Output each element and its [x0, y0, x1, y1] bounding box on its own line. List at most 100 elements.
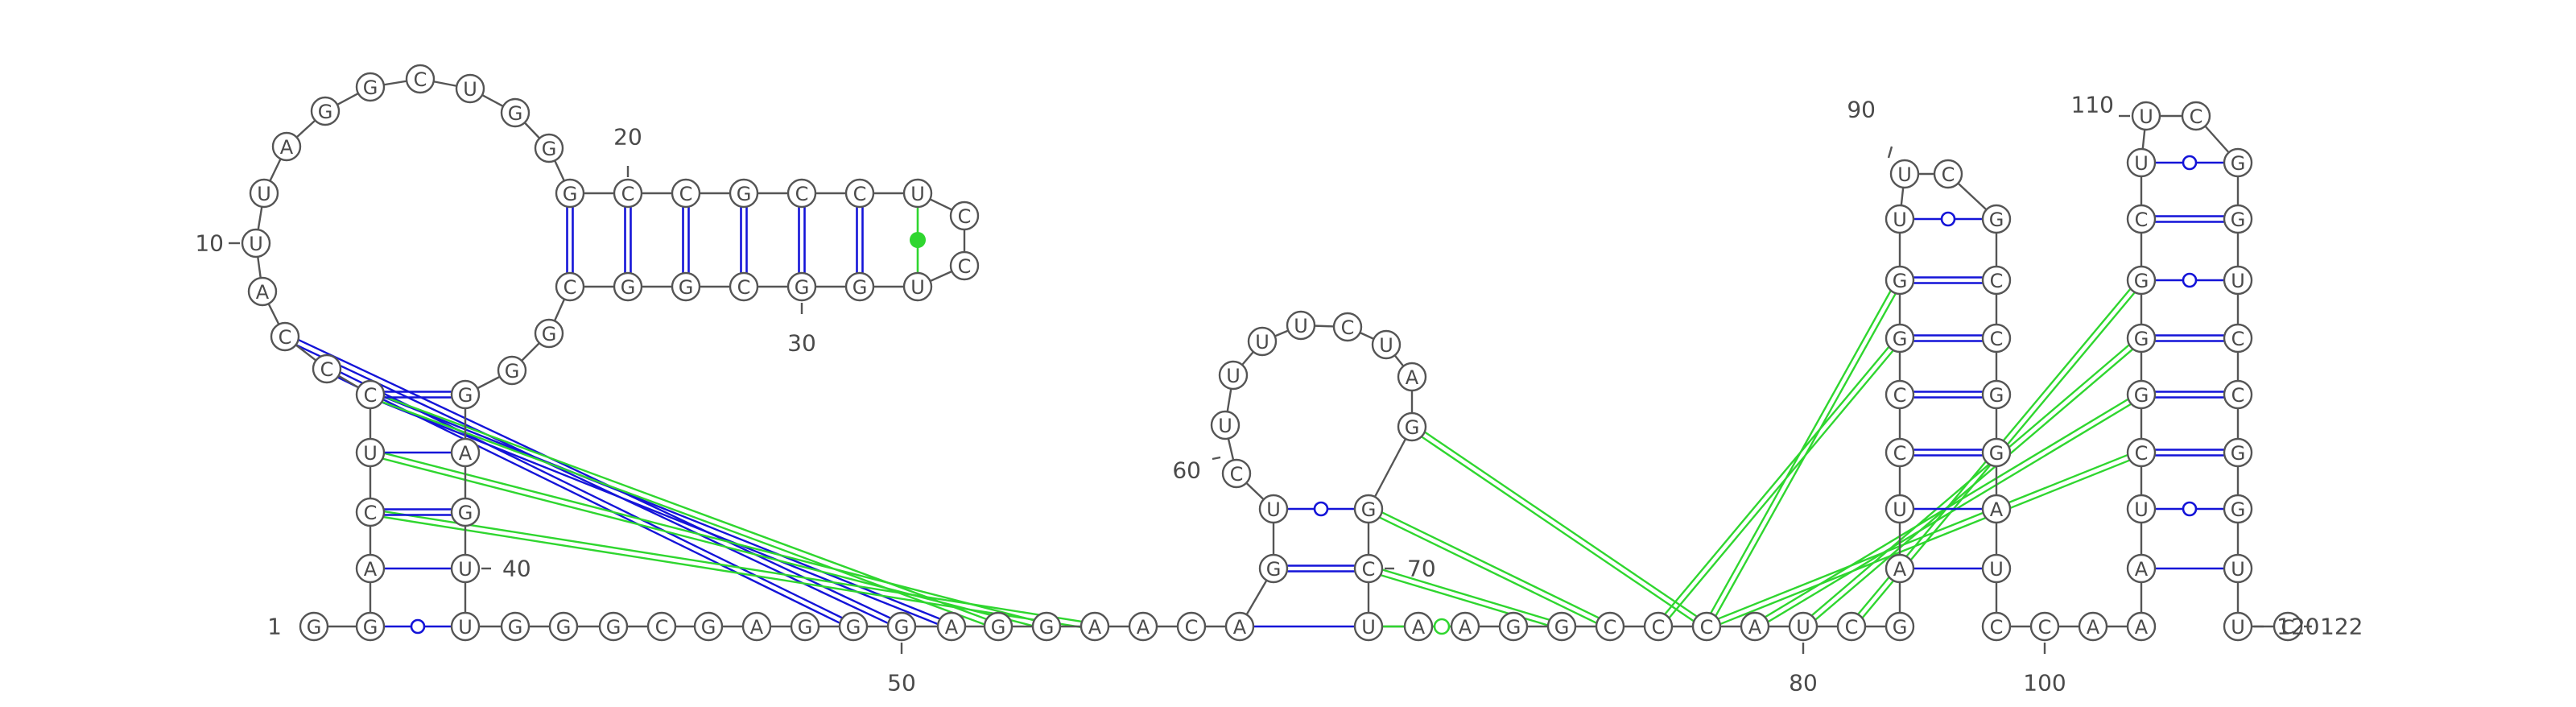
nucleotide: G: [1981, 379, 2012, 410]
nucleotide: G: [2126, 265, 2157, 296]
gu-wobble-marker: [1313, 501, 1329, 517]
nucleotide: G: [1031, 611, 1062, 642]
svg-text:C: C: [2038, 616, 2052, 639]
nucleotide: C: [1933, 159, 1963, 189]
svg-text:G: G: [508, 102, 523, 125]
nucleotide: A: [450, 437, 481, 468]
svg-text:A: A: [1459, 616, 1472, 639]
svg-text:G: G: [1361, 498, 1377, 521]
noncanonical-marker: [910, 232, 926, 248]
nucleotide: U: [1286, 310, 1316, 341]
svg-text:C: C: [279, 326, 292, 349]
svg-text:C: C: [320, 358, 334, 381]
number-label: 100: [2023, 670, 2066, 697]
nucleotide: A: [271, 131, 302, 162]
svg-text:C: C: [958, 255, 972, 278]
number-label: 122: [2320, 614, 2363, 640]
svg-text:G: G: [1554, 616, 1570, 639]
number-label: 120: [2277, 614, 2319, 640]
svg-text:G: G: [701, 616, 716, 639]
nucleotide: G: [555, 178, 585, 209]
nucleotide: C: [312, 354, 342, 384]
svg-text:G: G: [556, 616, 572, 639]
nucleotide: U: [1210, 410, 1241, 440]
nucleotide: A: [1080, 611, 1110, 642]
nucleotide: C: [844, 178, 875, 209]
svg-text:G: G: [1989, 442, 2004, 465]
svg-text:U: U: [1379, 334, 1393, 357]
nucleotide: G: [598, 611, 629, 642]
svg-text:U: U: [910, 276, 925, 299]
svg-text:U: U: [257, 183, 271, 205]
pseudoknot-line: [1668, 349, 1894, 618]
nucleotide: G: [500, 611, 530, 642]
pseudoknot-line: [384, 511, 1082, 623]
nucleotide: G: [299, 611, 329, 642]
svg-text:G: G: [1893, 616, 1908, 639]
nucleotide: C: [1221, 458, 1252, 489]
nucleotide: U: [902, 178, 933, 209]
base-pairs: [384, 155, 2224, 635]
svg-text:G: G: [621, 276, 636, 299]
svg-text:C: C: [853, 183, 867, 205]
svg-text:A: A: [364, 558, 378, 581]
svg-text:A: A: [459, 442, 473, 465]
nucleotide: G: [450, 497, 481, 527]
nucleotide: G: [2223, 437, 2253, 468]
nucleotide: A: [1740, 611, 1770, 642]
pseudoknot-line: [1381, 568, 1550, 621]
svg-text:A: A: [1893, 558, 1907, 581]
nucleotide: C: [1885, 379, 1915, 410]
svg-text:U: U: [2139, 105, 2153, 128]
svg-text:C: C: [1652, 616, 1666, 639]
svg-text:G: G: [1893, 328, 1908, 350]
gu-wobble-marker: [2182, 501, 2198, 517]
nucleotide: A: [936, 611, 967, 642]
svg-text:U: U: [1989, 558, 2004, 581]
svg-text:G: G: [679, 276, 694, 299]
nucleotide: C: [646, 611, 677, 642]
nucleotide: C: [1595, 611, 1625, 642]
gu-wobble-marker: [410, 618, 426, 635]
nucleotide: C: [613, 178, 643, 209]
nucleotide: C: [949, 250, 980, 281]
nucleotide: G: [886, 611, 917, 642]
gu-wobble-marker: [2182, 155, 2198, 171]
nucleotide: U: [355, 437, 386, 468]
nucleotide: G: [1353, 494, 1384, 524]
nucleotide: C: [1981, 265, 2012, 296]
svg-text:C: C: [2231, 384, 2245, 407]
svg-text:C: C: [1185, 616, 1199, 639]
svg-text:G: G: [458, 502, 473, 524]
number-label: 30: [787, 330, 816, 357]
svg-text:C: C: [1990, 328, 2004, 350]
svg-text:C: C: [2190, 105, 2203, 128]
pseudoknot-line: [382, 457, 1033, 627]
nucleotide: U: [455, 73, 485, 104]
nucleotide: G: [2126, 323, 2157, 354]
nucleotide: G: [450, 379, 481, 410]
nucleotide: G: [729, 178, 759, 209]
number-label: 80: [1789, 670, 1818, 697]
nucleotide: U: [2126, 494, 2157, 524]
pseudoknot-line: [1664, 346, 1890, 615]
svg-text:U: U: [458, 616, 473, 639]
nucleotide: U: [1981, 553, 2012, 584]
nucleotide: U: [1218, 360, 1249, 391]
svg-text:G: G: [798, 616, 813, 639]
svg-text:C: C: [414, 68, 427, 91]
pseudoknot-line: [382, 401, 939, 626]
nucleotide: A: [1397, 362, 1427, 392]
svg-text:G: G: [1266, 558, 1282, 581]
nucleotide: U: [2223, 265, 2253, 296]
nucleotide: U: [1889, 159, 1920, 189]
number-label: 40: [502, 556, 531, 582]
number-label: 10: [195, 230, 224, 257]
pseudoknot-line: [1424, 431, 1698, 618]
svg-text:G: G: [1989, 384, 2004, 407]
number-label: 70: [1407, 556, 1436, 582]
nucleotide: U: [1371, 329, 1402, 360]
nucleotide: G: [2223, 147, 2253, 178]
nucleotide: G: [1258, 553, 1289, 584]
nucleotide: U: [1247, 326, 1278, 357]
